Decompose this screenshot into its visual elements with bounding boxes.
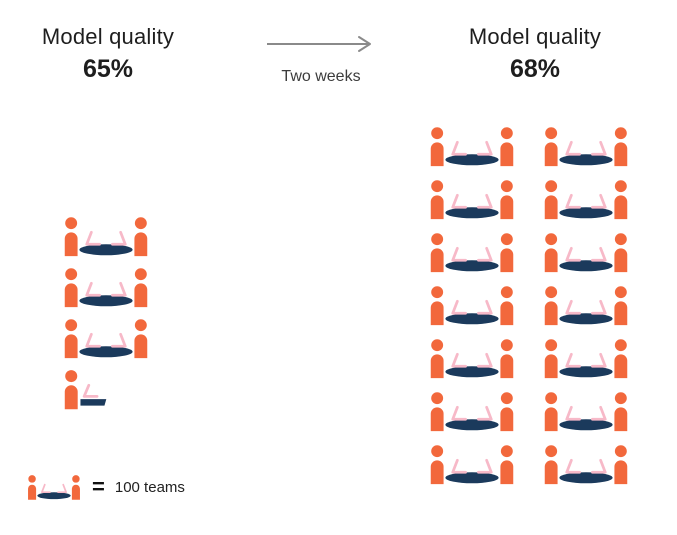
- team-icon: [28, 475, 80, 500]
- team-icon: [430, 445, 514, 485]
- team-icon: [544, 233, 628, 273]
- team-icon: [64, 268, 148, 308]
- before-panel: Model quality 65%: [18, 24, 198, 84]
- team-icon: [544, 392, 628, 432]
- after-value: 68%: [509, 55, 561, 83]
- team-icon: [430, 286, 514, 326]
- team-icon: [64, 319, 148, 359]
- team-icon: [544, 180, 628, 220]
- before-icon-column: [62, 212, 150, 413]
- after-icon-grid: [428, 122, 630, 488]
- team-icon: [430, 339, 514, 379]
- team-icon: [544, 286, 628, 326]
- before-title: Model quality: [41, 24, 175, 49]
- team-icon: [544, 339, 628, 379]
- after-panel: Model quality 68%: [425, 24, 645, 84]
- team-icon: [430, 180, 514, 220]
- after-title: Model quality: [468, 24, 602, 49]
- legend: = 100 teams: [26, 472, 185, 502]
- partial-team-icon: [64, 370, 107, 410]
- team-icon: [544, 127, 628, 167]
- team-icon: [544, 445, 628, 485]
- team-icon: [430, 127, 514, 167]
- legend-icon-slot: [26, 472, 82, 502]
- team-icon: [430, 392, 514, 432]
- before-value: 65%: [82, 55, 134, 83]
- legend-equals-sign: =: [92, 474, 105, 499]
- transition-block: Two weeks: [262, 34, 380, 86]
- team-icon: [430, 233, 514, 273]
- transition-label: Two weeks: [281, 68, 361, 85]
- legend-label: 100 teams: [114, 478, 185, 496]
- right-arrow-icon: [267, 36, 371, 52]
- team-icon: [64, 217, 148, 257]
